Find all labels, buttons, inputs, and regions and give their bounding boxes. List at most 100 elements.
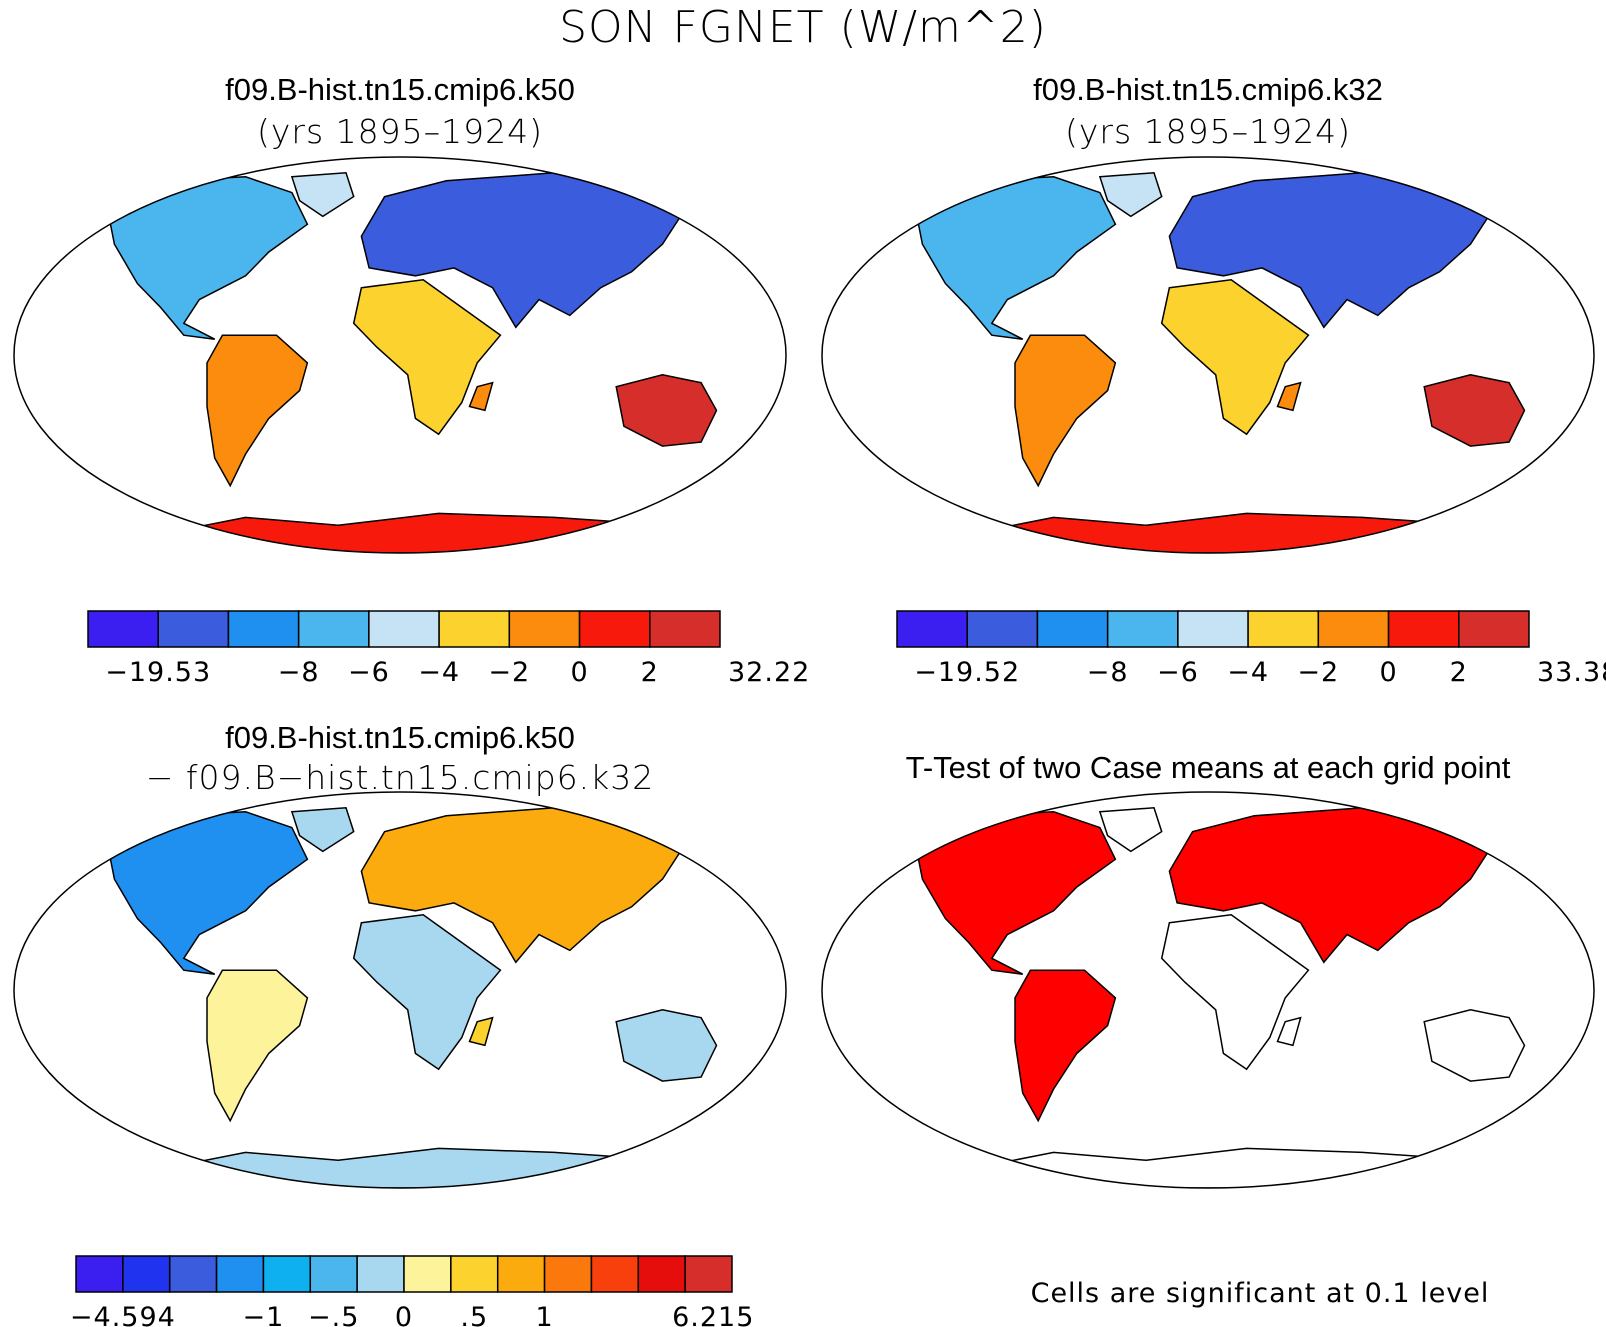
panel2-case-name: f09.B-hist.tn15.cmip6.k32 (1033, 72, 1383, 107)
colorbar-tick-label: −6 (1157, 657, 1199, 688)
panel4-footnote: Cells are significant at 0.1 level (1030, 1278, 1490, 1309)
panel1-years: (yrs 1895–1924) (257, 112, 543, 151)
colorbar-tick-label: 2 (641, 657, 659, 688)
colorbar-swatch (637, 1255, 686, 1293)
colorbar-swatch (896, 610, 968, 648)
figure-title: SON FGNET (W/m^2) (559, 2, 1047, 53)
land-eurasia (1168, 807, 1495, 964)
land-namerica (913, 811, 1117, 975)
colorbar-tick-label: 2 (1450, 657, 1468, 688)
colorbar-tick-label: −2 (1297, 657, 1339, 688)
land-eurasia (360, 172, 687, 329)
land-greenland (1098, 807, 1163, 853)
colorbar-tick-label: 6.215 (672, 1302, 754, 1327)
colorbar-swatch (496, 1255, 546, 1293)
colorbar-swatch (1106, 610, 1179, 648)
colorbar-swatch (543, 1255, 593, 1293)
colorbar-1: −19.53 −8 −6 −4 −2 0 2 32.22 (87, 610, 810, 688)
colorbar-tick-label: −4 (1227, 657, 1269, 688)
panel3-case-name: f09.B-hist.tn15.cmip6.k50 (225, 720, 575, 755)
land-samerica (206, 969, 309, 1123)
land-eurasia (1168, 172, 1495, 329)
colorbar-tick-label: −8 (1087, 657, 1129, 688)
land-australia (1423, 374, 1526, 447)
colorbar-tick-label: −2 (488, 657, 530, 688)
map-panel-3 (13, 791, 787, 1189)
colorbar-swatch (1036, 610, 1109, 648)
colorbar-swatch (684, 1255, 733, 1293)
colorbar-swatch (438, 610, 511, 648)
colorbar-tick-label: −19.52 (914, 657, 1020, 688)
colorbar-swatch (966, 610, 1039, 648)
land-madagascar (1276, 381, 1302, 412)
land-samerica (206, 334, 309, 488)
colorbar-swatch (450, 1255, 499, 1293)
colorbar-tick-label: −4.594 (70, 1302, 176, 1327)
colorbar-tick-label: −8 (278, 657, 320, 688)
colorbar-tick-label: 0 (395, 1302, 413, 1327)
colorbar-swatch (649, 610, 721, 648)
map-panel-2 (821, 156, 1595, 554)
colorbar-swatch (122, 1255, 171, 1293)
colorbar-swatch (215, 1255, 265, 1293)
land-madagascar (468, 381, 494, 412)
colorbar-swatch (1247, 610, 1320, 648)
colorbar-swatch (297, 610, 370, 648)
map-border (13, 791, 787, 1189)
land-namerica (913, 176, 1117, 340)
colorbar-swatch (262, 1255, 312, 1293)
land-namerica (105, 811, 309, 975)
land-australia (615, 1009, 718, 1082)
land-greenland (290, 807, 355, 853)
land-africa (352, 279, 502, 436)
colorbar-tick-label: 0 (1379, 657, 1397, 688)
land-greenland (1098, 172, 1163, 218)
panel1-case-name: f09.B-hist.tn15.cmip6.k50 (225, 72, 575, 107)
colorbar-tick-label: −19.53 (105, 657, 211, 688)
map-panel-1 (13, 156, 787, 554)
colorbar-swatch (578, 610, 651, 648)
colorbar-tick-label: .5 (460, 1302, 488, 1327)
colorbar-swatch (168, 1255, 218, 1293)
colorbar-tick-label: 0 (570, 657, 588, 688)
panel2-years: (yrs 1895–1924) (1065, 112, 1351, 151)
colorbar-tick-label: −4 (418, 657, 460, 688)
colorbar-tick-label: 33.38 (1537, 657, 1606, 688)
colorbar-tick-label: −6 (348, 657, 390, 688)
land-africa (352, 914, 502, 1071)
map-border (13, 156, 787, 554)
colorbar-swatch (87, 610, 159, 648)
land-madagascar (1276, 1016, 1302, 1047)
colorbar-swatch (1387, 610, 1460, 648)
colorbar-swatch (368, 610, 440, 648)
map-border (821, 156, 1595, 554)
land-eurasia (360, 807, 687, 964)
colorbar-swatch (1458, 610, 1530, 648)
colorbar-swatch (75, 1255, 124, 1293)
land-samerica (1014, 969, 1117, 1123)
colorbar-swatch (227, 610, 300, 648)
colorbar-tick-label: 1 (535, 1302, 553, 1327)
land-samerica (1014, 334, 1117, 488)
colorbar-swatch (590, 1255, 640, 1293)
colorbar-swatch (356, 1255, 405, 1293)
land-africa (1160, 279, 1310, 436)
colorbar-swatch (157, 610, 230, 648)
land-madagascar (468, 1016, 494, 1047)
map-panel-4 (821, 791, 1595, 1189)
map-border (821, 791, 1595, 1189)
colorbar-tick-label: −.5 (308, 1302, 359, 1327)
land-africa (1160, 914, 1310, 1071)
panel4-title: T-Test of two Case means at each grid po… (905, 750, 1511, 785)
colorbar-2: −19.52 −8 −6 −4 −2 0 2 33.38 (896, 610, 1606, 688)
colorbar-tick-label: 32.22 (728, 657, 810, 688)
colorbar-swatch (1177, 610, 1249, 648)
colorbar-swatch (508, 610, 581, 648)
land-greenland (290, 172, 355, 218)
colorbar-swatch (1317, 610, 1390, 648)
colorbar-swatch (309, 1255, 358, 1293)
colorbar-swatch (403, 1255, 452, 1293)
panel3-subtitle: − f09.B−hist.tn15.cmip6.k32 (145, 758, 655, 797)
land-namerica (105, 176, 309, 340)
